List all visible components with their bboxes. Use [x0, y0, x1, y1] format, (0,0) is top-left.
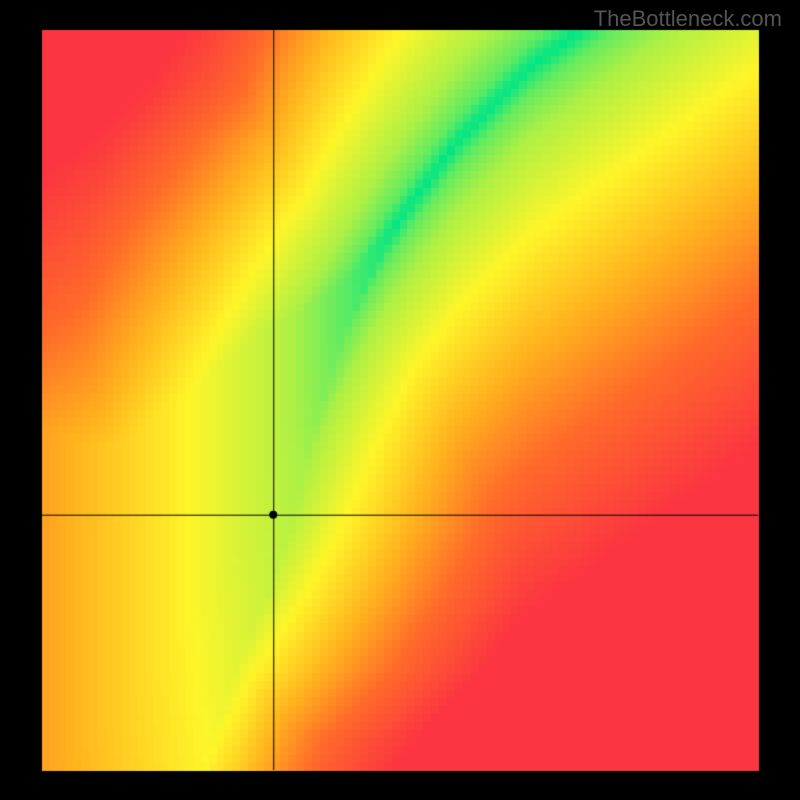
chart-container: TheBottleneck.com: [0, 0, 800, 800]
bottleneck-heatmap: [0, 0, 800, 800]
watermark-text: TheBottleneck.com: [594, 6, 782, 32]
